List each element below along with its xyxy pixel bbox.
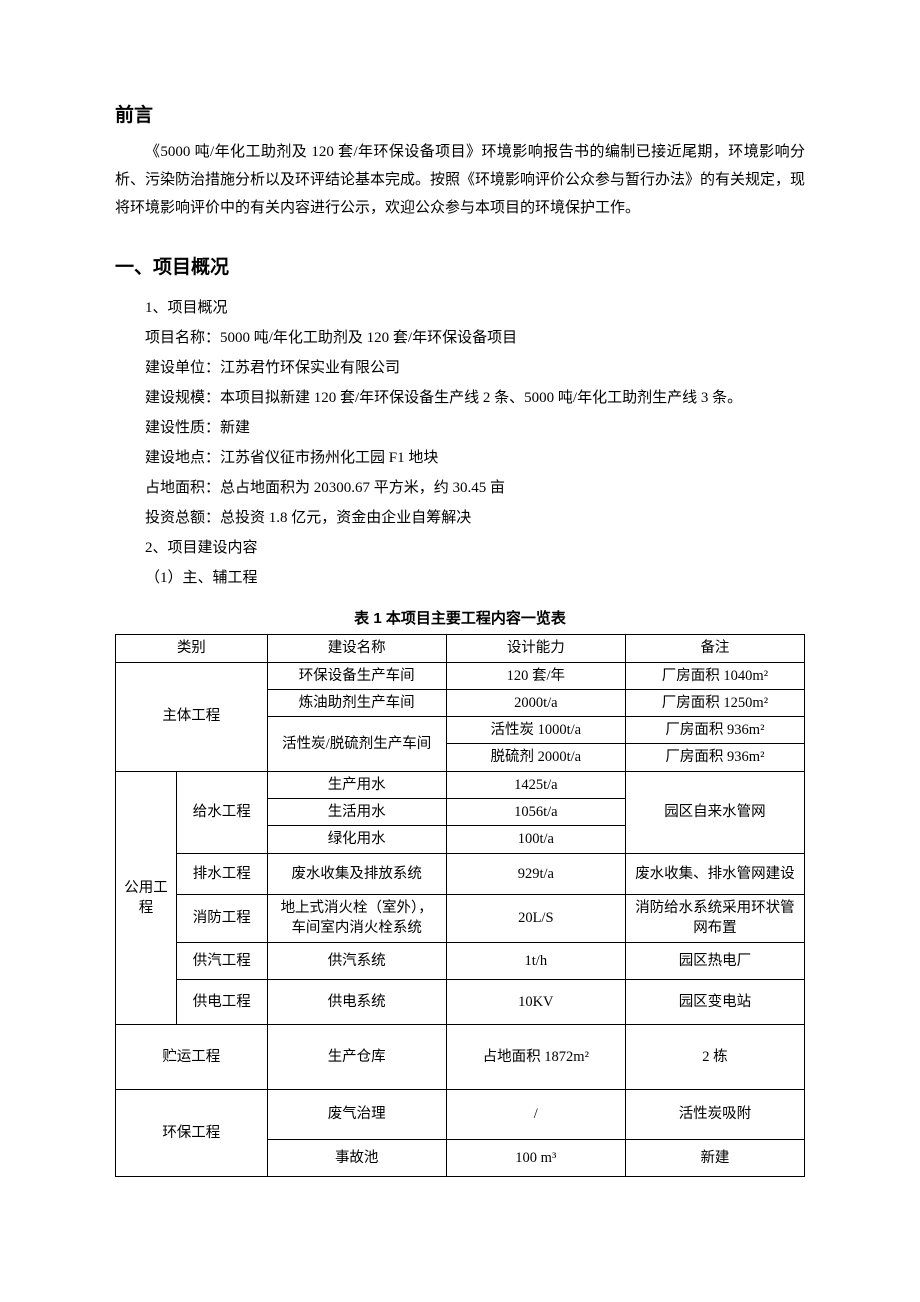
cell-note: 活性炭吸附 — [625, 1090, 804, 1139]
item-2-1: （1）主、辅工程 — [115, 563, 805, 593]
cell-cap: 20L/S — [446, 894, 625, 942]
cell-note: 厂房面积 1250m² — [625, 689, 804, 716]
th-capacity: 设计能力 — [446, 635, 625, 662]
cell-name: 炼油助剂生产车间 — [267, 689, 446, 716]
table-row: 环保工程 废气治理 / 活性炭吸附 — [116, 1090, 805, 1139]
cell-cap: 脱硫剂 2000t/a — [446, 744, 625, 771]
cell-note: 厂房面积 1040m² — [625, 662, 804, 689]
cell-cap: 100t/a — [446, 826, 625, 853]
cell-name: 事故池 — [267, 1139, 446, 1176]
item-nature: 建设性质：新建 — [115, 413, 805, 443]
table-header-row: 类别 建设名称 设计能力 备注 — [116, 635, 805, 662]
cell-cap: 占地面积 1872m² — [446, 1025, 625, 1090]
table-1: 类别 建设名称 设计能力 备注 主体工程 环保设备生产车间 120 套/年 厂房… — [115, 634, 805, 1177]
cell-cap: 1t/h — [446, 942, 625, 979]
cell-name: 供电系统 — [267, 979, 446, 1024]
preface-paragraph: 《5000 吨/年化工助剂及 120 套/年环保设备项目》环境影响报告书的编制已… — [115, 139, 805, 222]
cell-name: 供汽系统 — [267, 942, 446, 979]
item-2: 2、项目建设内容 — [115, 533, 805, 563]
preface-heading: 前言 — [115, 100, 805, 127]
cell-cap: 1056t/a — [446, 799, 625, 826]
cat-steam: 供汽工程 — [176, 942, 267, 979]
table-row: 供电工程 供电系统 10KV 园区变电站 — [116, 979, 805, 1024]
cell-name: 绿化用水 — [267, 826, 446, 853]
th-name: 建设名称 — [267, 635, 446, 662]
table-row: 消防工程 地上式消火栓（室外），车间室内消火栓系统 20L/S 消防给水系统采用… — [116, 894, 805, 942]
cell-name: 生活用水 — [267, 799, 446, 826]
cell-cap: 1425t/a — [446, 771, 625, 798]
item-scale: 建设规模：本项目拟新建 120 套/年环保设备生产线 2 条、5000 吨/年化… — [115, 383, 805, 413]
item-area: 占地面积：总占地面积为 20300.67 平方米，约 30.45 亩 — [115, 473, 805, 503]
cell-name: 生产用水 — [267, 771, 446, 798]
cell-note: 园区变电站 — [625, 979, 804, 1024]
cell-note: 2 栋 — [625, 1025, 804, 1090]
cell-cap: 120 套/年 — [446, 662, 625, 689]
table-1-caption: 表 1 本项目主要工程内容一览表 — [115, 607, 805, 628]
cell-name: 环保设备生产车间 — [267, 662, 446, 689]
cell-cap: 929t/a — [446, 853, 625, 894]
cell-note: 消防给水系统采用环状管网布置 — [625, 894, 804, 942]
table-row: 贮运工程 生产仓库 占地面积 1872m² 2 栋 — [116, 1025, 805, 1090]
table-row: 排水工程 废水收集及排放系统 929t/a 废水收集、排水管网建设 — [116, 853, 805, 894]
cell-note: 厂房面积 936m² — [625, 717, 804, 744]
cat-water: 给水工程 — [176, 771, 267, 853]
cell-name: 生产仓库 — [267, 1025, 446, 1090]
item-investment: 投资总额：总投资 1.8 亿元，资金由企业自筹解决 — [115, 503, 805, 533]
cat-storage: 贮运工程 — [116, 1025, 268, 1090]
cell-cap: 2000t/a — [446, 689, 625, 716]
cell-note: 废水收集、排水管网建设 — [625, 853, 804, 894]
cell-name: 地上式消火栓（室外），车间室内消火栓系统 — [267, 894, 446, 942]
cell-cap: 100 m³ — [446, 1139, 625, 1176]
cell-note: 新建 — [625, 1139, 804, 1176]
document-page: 前言 《5000 吨/年化工助剂及 120 套/年环保设备项目》环境影响报告书的… — [0, 0, 920, 1257]
item-project-name: 项目名称：5000 吨/年化工助剂及 120 套/年环保设备项目 — [115, 323, 805, 353]
cat-env: 环保工程 — [116, 1090, 268, 1177]
cell-cap: / — [446, 1090, 625, 1139]
cat-power: 供电工程 — [176, 979, 267, 1024]
section-1-heading: 一、项目概况 — [115, 252, 805, 279]
cell-name: 废气治理 — [267, 1090, 446, 1139]
table-row: 供汽工程 供汽系统 1t/h 园区热电厂 — [116, 942, 805, 979]
cell-cap: 10KV — [446, 979, 625, 1024]
cell-name: 活性炭/脱硫剂生产车间 — [267, 717, 446, 772]
cat-drain: 排水工程 — [176, 853, 267, 894]
table-row: 主体工程 环保设备生产车间 120 套/年 厂房面积 1040m² — [116, 662, 805, 689]
cell-cap: 活性炭 1000t/a — [446, 717, 625, 744]
cat-fire: 消防工程 — [176, 894, 267, 942]
cell-note: 厂房面积 936m² — [625, 744, 804, 771]
item-builder: 建设单位：江苏君竹环保实业有限公司 — [115, 353, 805, 383]
table-row: 公用工程 给水工程 生产用水 1425t/a 园区自来水管网 — [116, 771, 805, 798]
cell-note: 园区热电厂 — [625, 942, 804, 979]
cell-note: 园区自来水管网 — [625, 771, 804, 853]
item-location: 建设地点：江苏省仪征市扬州化工园 F1 地块 — [115, 443, 805, 473]
cat-util: 公用工程 — [116, 771, 177, 1024]
th-category: 类别 — [116, 635, 268, 662]
item-1: 1、项目概况 — [115, 293, 805, 323]
cell-name: 废水收集及排放系统 — [267, 853, 446, 894]
th-note: 备注 — [625, 635, 804, 662]
cat-main: 主体工程 — [116, 662, 268, 771]
